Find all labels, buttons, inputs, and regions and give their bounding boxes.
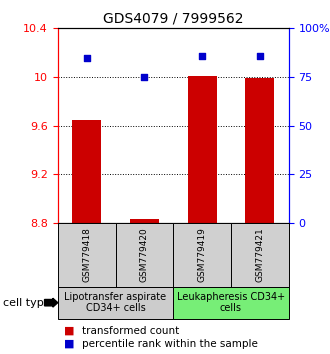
- Text: Lipotransfer aspirate
CD34+ cells: Lipotransfer aspirate CD34+ cells: [64, 292, 167, 314]
- Title: GDS4079 / 7999562: GDS4079 / 7999562: [103, 12, 244, 26]
- Text: cell type: cell type: [3, 298, 51, 308]
- Text: GSM779420: GSM779420: [140, 228, 149, 282]
- Point: [199, 53, 205, 58]
- Bar: [173, 223, 231, 287]
- Text: ■: ■: [64, 339, 75, 349]
- Bar: [72, 120, 101, 223]
- Text: transformed count: transformed count: [82, 326, 180, 336]
- Point: [257, 53, 263, 58]
- Bar: [115, 223, 173, 287]
- Text: GSM779418: GSM779418: [82, 227, 91, 282]
- Text: Leukapheresis CD34+
cells: Leukapheresis CD34+ cells: [177, 292, 285, 314]
- Text: ■: ■: [64, 326, 75, 336]
- Bar: [246, 78, 274, 223]
- Point: [84, 55, 89, 61]
- Bar: [173, 287, 289, 319]
- Text: percentile rank within the sample: percentile rank within the sample: [82, 339, 258, 349]
- Text: GSM779421: GSM779421: [255, 228, 264, 282]
- Point: [142, 74, 147, 80]
- Bar: [188, 76, 216, 223]
- Bar: [58, 223, 115, 287]
- Bar: [231, 223, 289, 287]
- Bar: [130, 219, 159, 223]
- Bar: [58, 287, 173, 319]
- Text: GSM779419: GSM779419: [198, 227, 207, 282]
